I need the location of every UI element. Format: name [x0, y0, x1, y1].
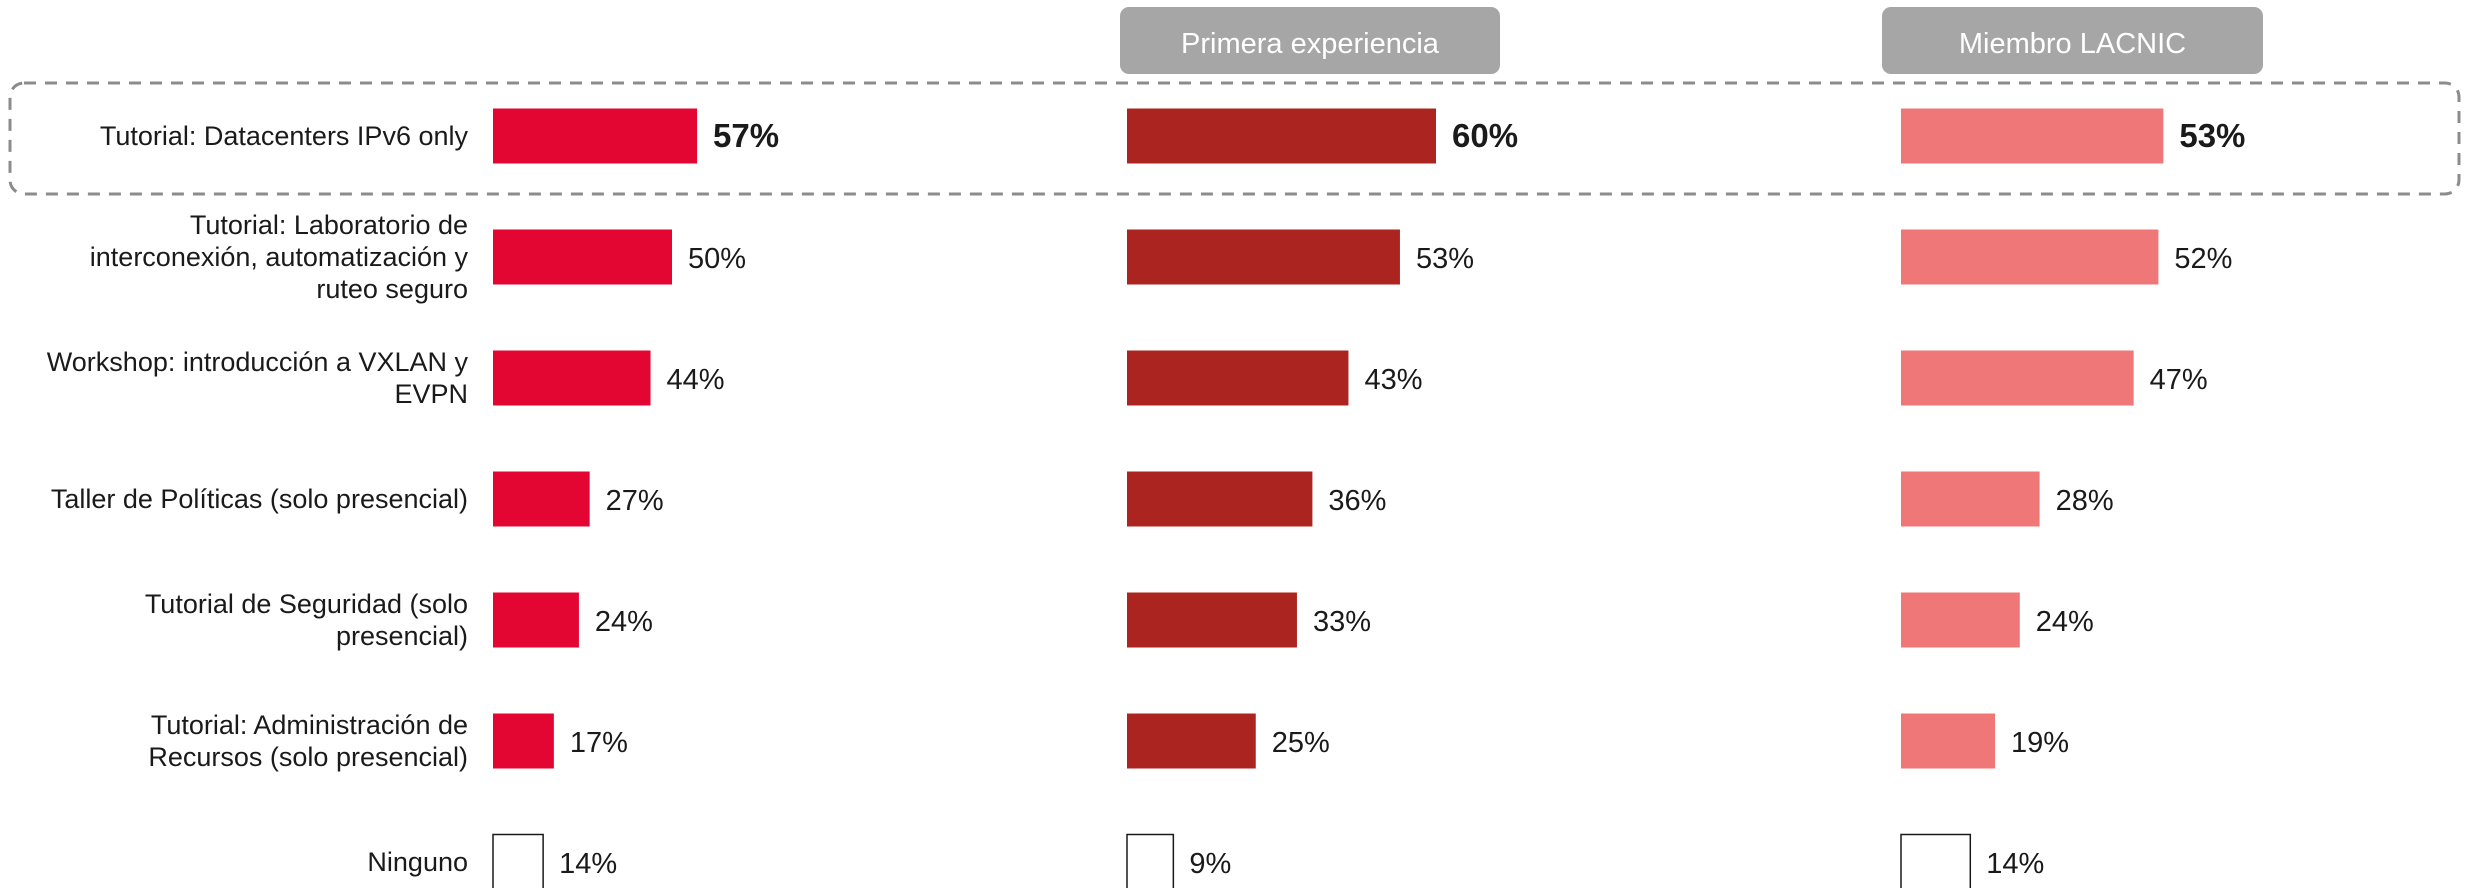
category-labels: Tutorial: Datacenters IPv6 only Tutorial:… — [47, 121, 469, 877]
bar-s0-c2 — [493, 350, 651, 406]
value-label-s2-c2: 47% — [2150, 364, 2208, 396]
bar-s1-c2 — [1127, 350, 1349, 406]
bar-s2-c1 — [1901, 229, 2159, 285]
value-label-s0-c2: 44% — [667, 364, 725, 396]
category-label-1: Tutorial: Laboratorio de interconexión, a… — [90, 210, 469, 304]
value-label-s2-c6: 14% — [1986, 848, 2044, 880]
category-label-4: Tutorial de Seguridad (solo presencial) — [145, 589, 468, 651]
category-label-2: Workshop: introducción a VXLAN y EVPN — [47, 347, 469, 409]
bar-s0-c0 — [493, 108, 698, 164]
value-label-s1-c4: 33% — [1313, 606, 1371, 638]
value-label-s2-c5: 19% — [2011, 727, 2069, 759]
bar-s2-c2 — [1901, 350, 2134, 406]
bar-s1-c6 — [1126, 833, 1175, 888]
bar-s0-c4 — [493, 592, 579, 648]
bar-s2-c0 — [1901, 108, 2164, 164]
value-label-s2-c4: 24% — [2036, 606, 2094, 638]
value-label-s0-c3: 27% — [606, 485, 664, 517]
value-label-s2-c3: 28% — [2056, 485, 2114, 517]
value-label-s1-c5: 25% — [1272, 727, 1330, 759]
panel-header-1 — [1120, 7, 1500, 74]
bar-s2-c5 — [1901, 713, 1996, 769]
category-label-0: Tutorial: Datacenters IPv6 only — [100, 121, 469, 151]
bars: 57% 50% 44% 27% 24% 17% 14% 60% 53% 43% 36% 33% 25% 9… — [492, 108, 2245, 888]
bar-s0-c5 — [493, 713, 554, 769]
category-label-6: Ninguno — [367, 847, 468, 877]
value-label-s2-c0: 53% — [2179, 117, 2245, 154]
value-label-s0-c6: 14% — [559, 848, 617, 880]
highlight-frame — [8, 81, 2461, 196]
panel-header-2 — [1882, 7, 2263, 74]
value-label-s1-c6: 9% — [1189, 848, 1231, 880]
bar-s1-c0 — [1127, 108, 1436, 164]
panel-headers: Primera experiencia Miembro LACNIC — [1120, 7, 2263, 74]
value-label-s0-c1: 50% — [688, 243, 746, 275]
bar-s0-c1 — [493, 229, 672, 285]
category-label-3: Taller de Políticas (solo presencial) — [51, 484, 468, 514]
value-label-s0-c0: 57% — [713, 117, 779, 154]
bar-s2-c4 — [1901, 592, 2020, 648]
bar-s1-c1 — [1127, 229, 1400, 285]
bar-s2-c6 — [1900, 833, 1972, 888]
panel-header-label-1: Primera experiencia — [1181, 28, 1440, 60]
bar-s1-c3 — [1127, 471, 1313, 527]
bar-s1-c4 — [1127, 592, 1297, 648]
value-label-s0-c4: 24% — [595, 606, 653, 638]
bar-s0-c6 — [492, 833, 544, 888]
bar-s2-c3 — [1901, 471, 2040, 527]
value-label-s1-c3: 36% — [1328, 485, 1386, 517]
value-label-s1-c0: 60% — [1452, 117, 1518, 154]
value-label-s0-c5: 17% — [570, 727, 628, 759]
panel-header-label-2: Miembro LACNIC — [1959, 28, 2186, 60]
value-label-s1-c1: 53% — [1416, 243, 1474, 275]
value-label-s2-c1: 52% — [2174, 243, 2232, 275]
category-label-5: Tutorial: Administración de Recursos (sol… — [148, 710, 468, 772]
bar-s1-c5 — [1127, 713, 1256, 769]
value-label-s1-c2: 43% — [1364, 364, 1422, 396]
bar-s0-c3 — [493, 471, 590, 527]
